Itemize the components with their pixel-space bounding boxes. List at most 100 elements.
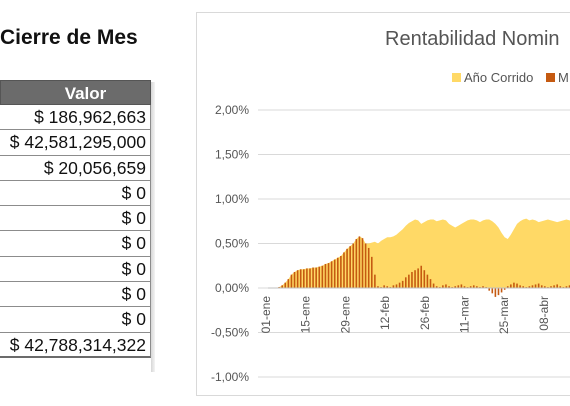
bar [306,268,308,288]
bar [460,284,463,288]
bar [358,236,361,288]
bar [420,265,423,288]
bar [553,285,555,288]
bar [296,270,299,288]
bar [392,285,395,288]
bar [491,288,494,294]
bar [531,285,534,288]
x-tick-label: 01-ene [259,296,273,334]
x-tick-label: 12-feb [378,296,392,330]
bar [333,259,336,288]
bar [435,286,438,288]
table-cell-total[interactable]: $ 42,788,314,322 [0,332,151,358]
bar [457,285,460,288]
summary-table-panel: Cierre de Mes Valor $ 186,962,663 $ 42,5… [0,0,196,406]
bar [312,267,314,288]
bar [497,288,500,296]
bar [519,285,521,288]
legend-swatch [546,73,555,82]
table-cell[interactable]: $ 20,056,659 [0,155,151,181]
bar [398,282,401,288]
valor-table: Valor $ 186,962,663 $ 42,581,295,000 $ 2… [0,80,151,358]
table-cell[interactable]: $ 0 [0,180,151,207]
bar [417,268,419,288]
bar [522,286,524,288]
x-tick-label: 08-abr [537,296,551,331]
bar [442,285,444,288]
bar [482,286,484,288]
bar [476,286,478,288]
table-cell[interactable]: $ 0 [0,282,151,308]
bar [383,285,385,288]
bar [516,283,518,288]
bar [503,288,506,290]
valor-column-header[interactable]: Valor [0,80,151,105]
chart-title: Rentabilidad Nomin [385,28,560,50]
bar [513,282,515,288]
table-cell[interactable]: $ 0 [0,256,151,283]
bar [281,285,283,288]
x-tick-label: 29-ene [338,296,352,334]
bar [408,274,410,288]
x-tick-label: 11-mar [458,296,472,333]
bar [540,285,543,288]
bar [290,274,293,288]
bar [293,271,296,288]
bar [386,286,389,288]
table-cell[interactable]: $ 0 [0,206,151,232]
x-tick-label: 15-ene [299,296,313,334]
bar [494,288,497,297]
bar [404,277,407,288]
bar [565,286,568,288]
legend-label: M [558,70,569,85]
bar [324,263,327,288]
bar [463,286,466,288]
bar [309,268,311,288]
legend-swatch [452,73,461,82]
bar [488,288,491,291]
bar [534,284,537,288]
x-tick-label: 26-feb [418,296,432,330]
y-tick-label: -1,00% [211,370,249,384]
bar [349,246,351,288]
x-tick-label: 25-mar [497,296,511,334]
bar [500,288,503,293]
bar [537,283,540,288]
bar [318,266,321,288]
bar [411,271,413,288]
table-cell[interactable]: $ 42,581,295,000 [0,130,151,156]
bar [330,261,333,288]
chart-legend[interactable]: Año Corrido M [452,70,570,85]
bar [327,263,330,288]
table-cell[interactable]: $ 0 [0,231,151,257]
y-tick-label: 2,00% [215,103,249,117]
bar [321,265,324,288]
bar [361,238,364,288]
bar [374,274,376,288]
legend-item-ano-corrido: Año Corrido [452,70,537,85]
bar [568,285,570,288]
bar [414,270,416,288]
y-tick-label: -0,50% [211,326,249,340]
bar [401,280,404,288]
bar [556,284,558,288]
bar [367,247,370,288]
table-cell[interactable]: $ 186,962,663 [0,105,151,131]
bar [448,286,450,288]
y-tick-label: 0,50% [215,237,249,251]
table-shadow [151,82,155,372]
bar [340,255,342,288]
bar [544,286,546,288]
bar [315,267,317,288]
bar [429,279,432,288]
bar [346,248,348,288]
bar [550,286,552,288]
bar [472,285,475,288]
bar [355,239,358,288]
table-cell[interactable]: $ 0 [0,307,151,333]
bar [559,286,562,288]
bar [303,269,305,288]
bar [506,286,509,288]
bar [377,286,379,288]
